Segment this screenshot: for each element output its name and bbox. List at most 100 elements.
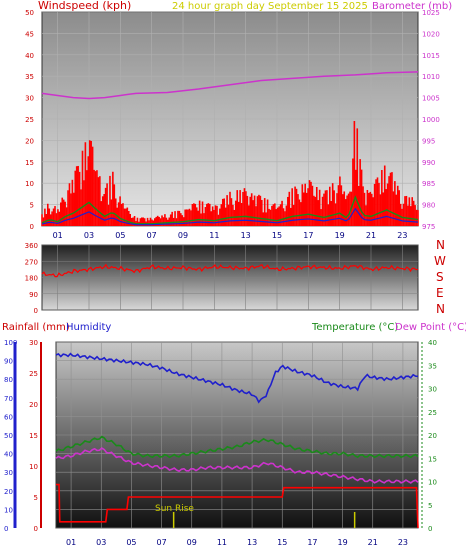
wind-y-tick-label: 45 — [25, 30, 34, 38]
temp-y-tick-label: 25 — [428, 409, 437, 417]
axis-labels: 0510152025303540455097598098599099510001… — [4, 9, 440, 547]
rain-x-tick-label: 05 — [126, 538, 136, 547]
rainfall-title: Rainfall (mm) — [2, 322, 70, 333]
barometer-line — [41, 71, 419, 100]
wind-x-tick-label: 13 — [241, 231, 251, 240]
rain-x-tick-label: 07 — [156, 538, 166, 547]
barometer-title: Barometer (mb) — [372, 1, 452, 12]
barometer-y-tick-label: 985 — [422, 180, 435, 188]
sunrise-label: Sun Rise — [155, 504, 194, 514]
dewpoint-title: Dew Point (°C) — [395, 322, 466, 333]
temp-y-tick-label: 5 — [428, 502, 432, 510]
direction-y-tick-label: 0 — [34, 307, 38, 315]
humidity-y-tick-label: 90 — [4, 358, 13, 366]
temp-y-tick-label: 40 — [428, 339, 437, 347]
rain-marks — [55, 352, 419, 529]
wind-x-tick-label: 11 — [209, 231, 219, 240]
rain-y-tick-label: 15 — [29, 432, 38, 440]
average-wind-line — [41, 195, 419, 225]
humidity-y-tick-label: 20 — [4, 488, 13, 496]
direction-y-tick-label: 180 — [25, 275, 38, 283]
humidity-y-tick-label: 80 — [4, 376, 13, 384]
temp-y-tick-label: 0 — [428, 525, 432, 533]
wind-x-tick-label: 05 — [115, 231, 125, 240]
temp-y-tick-label: 30 — [428, 386, 437, 394]
wind-y-tick-label: 50 — [25, 9, 34, 17]
wind-y-tick-label: 5 — [30, 202, 34, 210]
wind-direction-line — [41, 263, 419, 278]
rain-x-tick-label: 17 — [307, 538, 317, 547]
barometer-y-tick-label: 1015 — [422, 52, 440, 60]
barometer-y-tick-label: 995 — [422, 137, 435, 145]
compass-e: E — [436, 286, 444, 300]
rain-x-tick-label: 23 — [398, 538, 408, 547]
wind-marks — [41, 71, 419, 226]
rain-y-tick-label: 20 — [29, 401, 38, 409]
wind-x-tick-label: 23 — [397, 231, 407, 240]
humidity-title: Humidity — [66, 322, 111, 333]
rain-y-tick-label: 30 — [29, 339, 38, 347]
rain-x-tick-label: 09 — [187, 538, 197, 547]
rain-y-tick-label: 0 — [34, 525, 38, 533]
temperature-title: Temperature (°C) — [311, 322, 398, 333]
wind-x-tick-label: 01 — [53, 231, 63, 240]
rainfall-line — [56, 483, 419, 529]
barometer-y-tick-label: 1000 — [422, 116, 440, 124]
rain-x-tick-label: 15 — [277, 538, 287, 547]
rain-x-tick-label: 19 — [337, 538, 347, 547]
compass-w: W — [434, 254, 446, 268]
humidity-y-tick-label: 0 — [4, 525, 8, 533]
barometer-y-tick-label: 1025 — [422, 9, 440, 17]
barometer-y-tick-label: 990 — [422, 159, 435, 167]
wind-x-tick-label: 15 — [272, 231, 282, 240]
wind-x-tick-label: 17 — [303, 231, 313, 240]
barometer-y-tick-label: 1020 — [422, 30, 440, 38]
direction-y-tick-label: 360 — [25, 242, 38, 250]
rain-grid — [56, 341, 418, 529]
wind-y-tick-label: 20 — [25, 137, 34, 145]
wind-x-tick-label: 21 — [366, 231, 376, 240]
humidity-line — [55, 352, 419, 404]
windspeed-title: Windspeed (kph) — [38, 0, 131, 12]
wind-y-tick-label: 30 — [25, 95, 34, 103]
temp-y-tick-label: 15 — [428, 455, 437, 463]
rain-x-tick-label: 01 — [66, 538, 76, 547]
temp-y-tick-label: 35 — [428, 362, 437, 370]
direction-marks — [41, 263, 419, 278]
humidity-y-tick-label: 30 — [4, 469, 13, 477]
chart-date-title: 24 hour graph day September 15 2025 — [172, 1, 368, 12]
wind-y-tick-label: 0 — [30, 223, 34, 231]
compass-n-bottom: N — [436, 302, 445, 316]
temp-y-tick-label: 20 — [428, 432, 437, 440]
humidity-y-tick-label: 40 — [4, 451, 13, 459]
humidity-y-tick-label: 60 — [4, 413, 13, 421]
direction-y-tick-label: 90 — [29, 291, 38, 299]
rain-y-tick-label: 25 — [29, 370, 38, 378]
wind-y-tick-label: 35 — [25, 73, 34, 81]
dewpoint-line — [55, 447, 419, 484]
wind-x-tick-label: 09 — [178, 231, 188, 240]
rain-y-tick-label: 5 — [34, 494, 38, 502]
wind-lull-line — [41, 207, 419, 226]
wind-x-tick-label: 03 — [84, 231, 94, 240]
temperature-line — [55, 435, 419, 459]
humidity-y-tick-label: 100 — [4, 339, 17, 347]
wind-y-tick-label: 25 — [25, 116, 34, 124]
rain-x-tick-label: 13 — [247, 538, 257, 547]
rain-x-tick-label: 21 — [368, 538, 378, 547]
humidity-y-tick-label: 50 — [4, 432, 13, 440]
wind-x-tick-label: 07 — [147, 231, 157, 240]
humidity-y-tick-label: 10 — [4, 506, 13, 514]
wind-y-tick-label: 10 — [25, 180, 34, 188]
rain-x-tick-label: 11 — [217, 538, 227, 547]
barometer-y-tick-label: 1010 — [422, 73, 440, 81]
compass-n-top: N — [436, 238, 445, 252]
barometer-y-tick-label: 1005 — [422, 95, 440, 103]
humidity-y-tick-label: 70 — [4, 395, 13, 403]
direction-grid — [42, 244, 418, 311]
wind-x-tick-label: 19 — [335, 231, 345, 240]
barometer-y-tick-label: 980 — [422, 202, 435, 210]
barometer-y-tick-label: 975 — [422, 223, 435, 231]
rain-y-tick-label: 10 — [29, 463, 38, 471]
